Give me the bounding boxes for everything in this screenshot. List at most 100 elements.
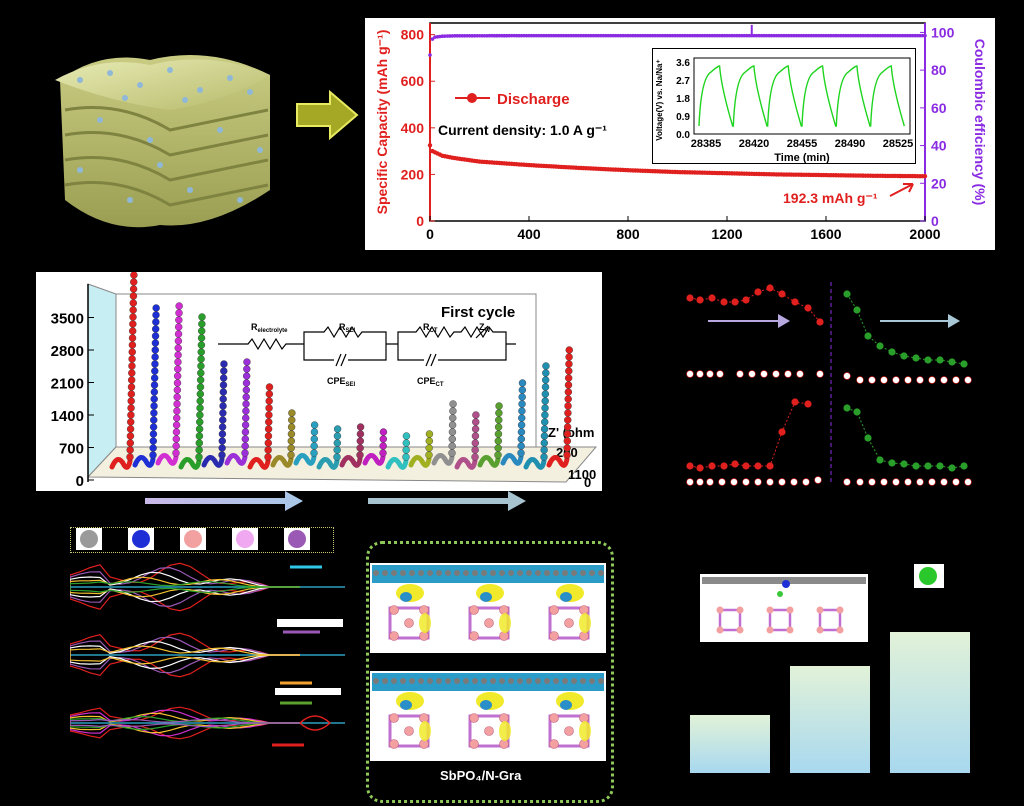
eis-point xyxy=(198,313,206,321)
z-real-label: Z' (ohm xyxy=(548,425,594,440)
eis-point xyxy=(151,339,160,347)
adsorption-cluster-atom xyxy=(766,606,774,614)
efficiency-point xyxy=(556,33,561,38)
series-point xyxy=(686,462,694,470)
voltage-curve xyxy=(698,65,905,127)
carbon-atom xyxy=(508,678,514,684)
series-point xyxy=(696,296,704,304)
x-tick-label: 1200 xyxy=(711,226,742,242)
series-point xyxy=(754,462,762,470)
carbon-atom xyxy=(472,570,478,576)
inset-y-tick-label: 0.9 xyxy=(676,112,690,123)
eis-3d-chart: 0 700 1400 2100 2800 3500 First cycle Z' (ohm 11… xyxy=(51,272,598,490)
discharge-point xyxy=(922,174,928,179)
eis-arc xyxy=(362,453,386,466)
charge-lobe xyxy=(499,613,511,633)
capacity-arrow xyxy=(889,183,914,197)
efficiency-point xyxy=(693,33,697,38)
charge-lobe xyxy=(579,613,591,633)
efficiency-point xyxy=(673,33,677,38)
eis-arc xyxy=(132,455,156,468)
energy-bar xyxy=(790,666,870,773)
eis-point xyxy=(197,362,205,370)
efficiency-point xyxy=(631,33,635,38)
efficiency-point xyxy=(737,33,742,38)
eis-point xyxy=(149,423,158,431)
profile-line xyxy=(70,632,300,656)
eis-point xyxy=(152,318,160,326)
eis-point xyxy=(172,442,180,450)
cluster-atom xyxy=(389,713,399,723)
adsorption-cluster-atom xyxy=(716,626,724,634)
efficiency-point xyxy=(621,33,625,38)
carbon-atom xyxy=(481,570,487,576)
white-point xyxy=(814,476,822,484)
efficiency-point xyxy=(903,33,907,38)
eis-curve xyxy=(178,313,206,470)
eis-point xyxy=(264,432,273,440)
white-point xyxy=(790,478,798,486)
cluster-atom xyxy=(469,605,479,615)
eis-point xyxy=(220,360,228,368)
series-point xyxy=(853,408,861,416)
efficiency-point xyxy=(848,33,853,38)
y-tick-label: 0 xyxy=(76,473,84,490)
eis-point xyxy=(129,306,137,314)
eis-point xyxy=(127,390,136,398)
eis-point xyxy=(541,397,549,405)
series-point xyxy=(766,462,774,470)
eis-point xyxy=(219,388,228,396)
carbon-atom xyxy=(481,678,487,684)
efficiency-point xyxy=(487,33,492,38)
efficiency-point xyxy=(745,33,749,38)
profile-line xyxy=(70,712,300,724)
eis-point xyxy=(265,411,273,419)
eis-curve xyxy=(546,346,573,468)
inset-y-label: Voltage(V) vs. Na/Na⁺ xyxy=(655,59,664,140)
profile-line xyxy=(70,654,300,674)
structure-image xyxy=(370,671,606,761)
eis-point xyxy=(265,390,274,398)
white-point xyxy=(928,376,936,384)
stacked-sheets xyxy=(55,55,270,228)
carbon-atom xyxy=(463,570,469,576)
efficiency-point xyxy=(643,33,648,38)
efficiency-point xyxy=(730,33,734,38)
efficiency-point xyxy=(641,33,645,38)
eis-point xyxy=(151,346,159,354)
adsorbed-atom xyxy=(782,580,790,588)
cluster-atom xyxy=(549,631,559,641)
eis-point xyxy=(541,376,550,384)
series-point xyxy=(766,284,774,292)
efficiency-point xyxy=(569,33,573,38)
carbon-atom xyxy=(598,570,604,576)
efficiency-point xyxy=(522,33,526,38)
series-point xyxy=(843,290,851,298)
efficiency-point xyxy=(900,33,905,38)
carbon-atom xyxy=(490,678,496,684)
efficiency-point xyxy=(517,33,521,38)
eis-point xyxy=(126,439,135,447)
eis-point xyxy=(564,374,573,382)
eis-curve xyxy=(385,432,411,470)
efficiency-point xyxy=(720,33,724,38)
efficiency-point xyxy=(460,34,464,38)
efficiency-point xyxy=(819,33,823,38)
adsorption-cluster-atom xyxy=(736,626,744,634)
carbon-atom xyxy=(580,570,586,576)
eis-point xyxy=(310,435,318,443)
eis-point xyxy=(172,421,181,429)
efficiency-point xyxy=(542,33,546,38)
efficiency-point xyxy=(868,33,873,38)
series-point xyxy=(686,294,694,302)
efficiency-point xyxy=(576,33,581,38)
carbon-atom xyxy=(382,678,388,684)
white-dots xyxy=(686,370,972,486)
eis-point xyxy=(196,404,204,412)
eis-point xyxy=(541,418,549,426)
efficiency-point xyxy=(767,33,771,38)
eis-point xyxy=(242,393,250,401)
series-point xyxy=(696,464,704,472)
eis-point xyxy=(333,425,342,433)
eis-point xyxy=(449,414,457,422)
